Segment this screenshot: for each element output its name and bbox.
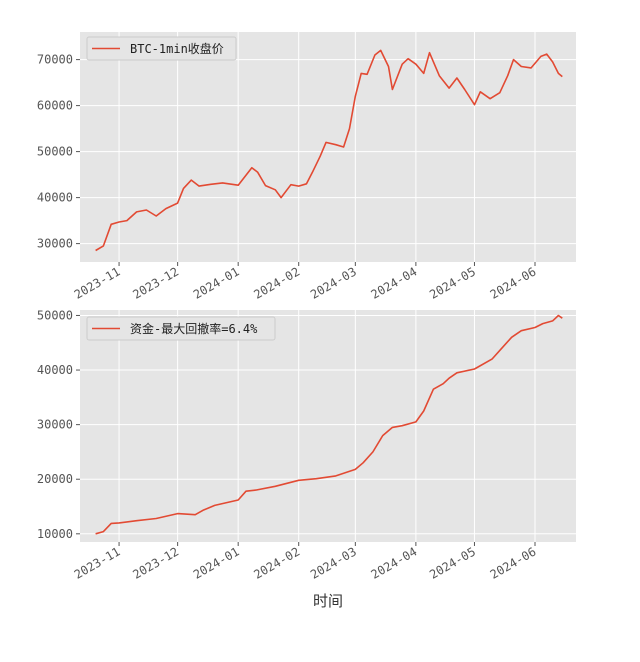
capital-x-tick-label: 2024-02 <box>251 544 302 581</box>
x-axis-label: 时间 <box>313 592 343 610</box>
capital-legend-box <box>86 316 276 341</box>
capital-legend-label: 资金-最大回撤率=6.4% <box>130 321 258 336</box>
capital-y-tick-label: 30000 <box>37 418 73 432</box>
price-chart: 30000 40000 50000 60000 70000 2023-11 2023-12… <box>37 32 576 302</box>
capital-x-tick-label: 2024-04 <box>369 544 420 581</box>
capital-legend: 资金-最大回撤率=6.4% <box>86 316 276 341</box>
capital-x-tick-label: 2024-03 <box>308 544 359 581</box>
price-x-tick-label: 2024-05 <box>427 264 478 301</box>
price-legend-label: BTC-1min收盘价 <box>130 41 224 56</box>
price-x-tick-label: 2024-02 <box>251 264 302 301</box>
price-series-line <box>95 49 563 252</box>
capital-x-tick-label: 2024-05 <box>427 544 478 581</box>
price-legend-box <box>86 36 237 61</box>
capital-x-tick-label: 2023-11 <box>72 544 123 581</box>
capital-grid <box>80 310 576 542</box>
price-grid <box>80 32 576 262</box>
capital-chart: 10000 20000 30000 40000 50000 2023-11 2023-12… <box>37 308 576 610</box>
capital-y-tick-label: 10000 <box>37 527 73 541</box>
price-x-tick-label: 2024-01 <box>191 264 242 301</box>
capital-series-line <box>95 314 563 535</box>
price-x-tick-label: 2023-11 <box>72 264 123 301</box>
capital-y-tick-label: 50000 <box>37 308 73 322</box>
capital-x-tick-label: 2024-01 <box>191 544 242 581</box>
price-x-tick-label: 2023-12 <box>130 264 181 301</box>
capital-x-ticks: 2023-11 2023-12 2024-01 2024-02 2024-03 2024-… <box>72 542 539 582</box>
capital-y-ticks: 10000 20000 30000 40000 50000 <box>37 308 80 541</box>
price-x-tick-label: 2024-03 <box>308 264 359 301</box>
price-y-tick-label: 70000 <box>37 53 73 67</box>
price-x-tick-label: 2024-06 <box>488 264 539 301</box>
price-y-tick-label: 50000 <box>37 145 73 159</box>
price-x-ticks: 2023-11 2023-12 2024-01 2024-02 2024-03 2024-… <box>72 262 539 302</box>
price-y-tick-label: 30000 <box>37 237 73 251</box>
capital-x-tick-label: 2023-12 <box>130 544 181 581</box>
price-legend: BTC-1min收盘价 <box>86 36 237 61</box>
capital-series <box>95 314 563 535</box>
price-plot-area <box>80 32 576 262</box>
capital-y-tick-label: 20000 <box>37 472 73 486</box>
price-y-tick-label: 40000 <box>37 191 73 205</box>
capital-y-tick-label: 40000 <box>37 363 73 377</box>
price-x-tick-label: 2024-04 <box>369 264 420 301</box>
price-series <box>95 49 563 252</box>
capital-plot-area <box>80 310 576 542</box>
price-y-tick-label: 60000 <box>37 99 73 113</box>
price-y-ticks: 30000 40000 50000 60000 70000 <box>37 53 80 251</box>
capital-x-tick-label: 2024-06 <box>488 544 539 581</box>
